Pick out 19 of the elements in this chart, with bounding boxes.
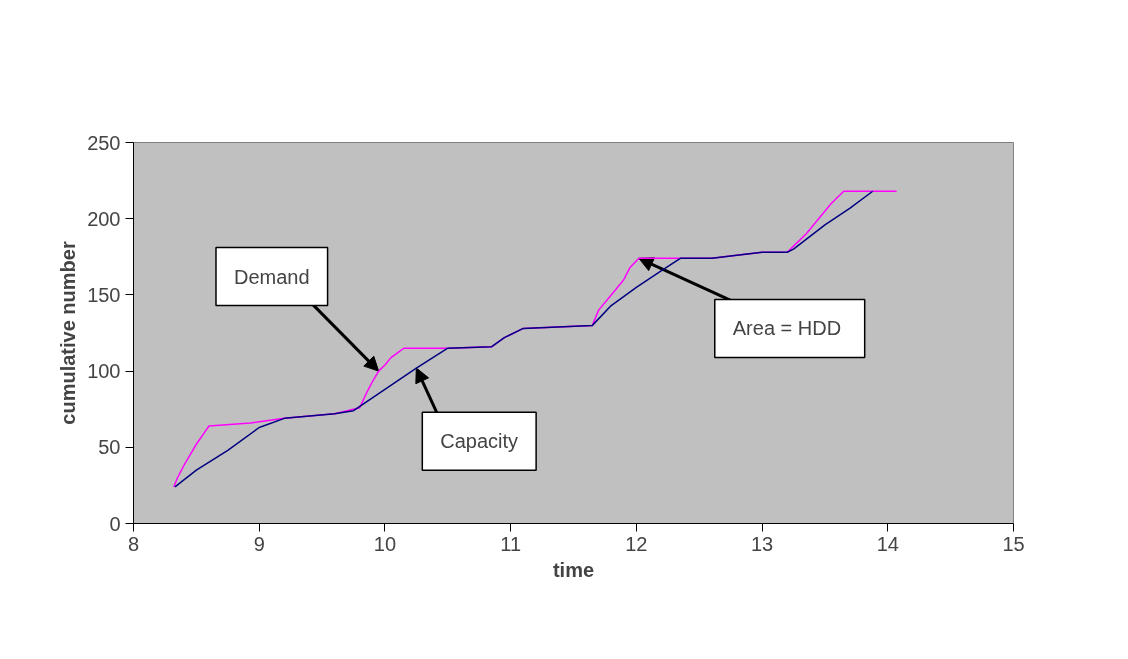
annotation: Area = HDD (732, 317, 842, 340)
y-tick-label: 250 (87, 131, 121, 154)
x-tick-label: 12 (625, 532, 648, 555)
y-axis-title: cumulative number (57, 241, 80, 425)
x-tick-label: 9 (253, 532, 265, 555)
x-tick-label: 11 (500, 532, 522, 555)
x-tick-label: 15 (1002, 532, 1025, 555)
x-tick-label: 10 (373, 532, 397, 555)
y-tick-label: 200 (87, 207, 121, 230)
x-axis-title: time (552, 558, 595, 581)
y-tick-label: 150 (87, 283, 121, 306)
y-tick-label: 100 (87, 360, 121, 383)
x-tick-label: 14 (876, 532, 899, 555)
x-tick-label: 13 (750, 532, 774, 555)
x-tick-label: 8 (127, 532, 140, 555)
y-tick-label: 0 (109, 512, 121, 535)
annotation: Demand (233, 265, 310, 288)
y-tick-label: 50 (98, 436, 121, 459)
annotation: Capacity (440, 430, 519, 453)
